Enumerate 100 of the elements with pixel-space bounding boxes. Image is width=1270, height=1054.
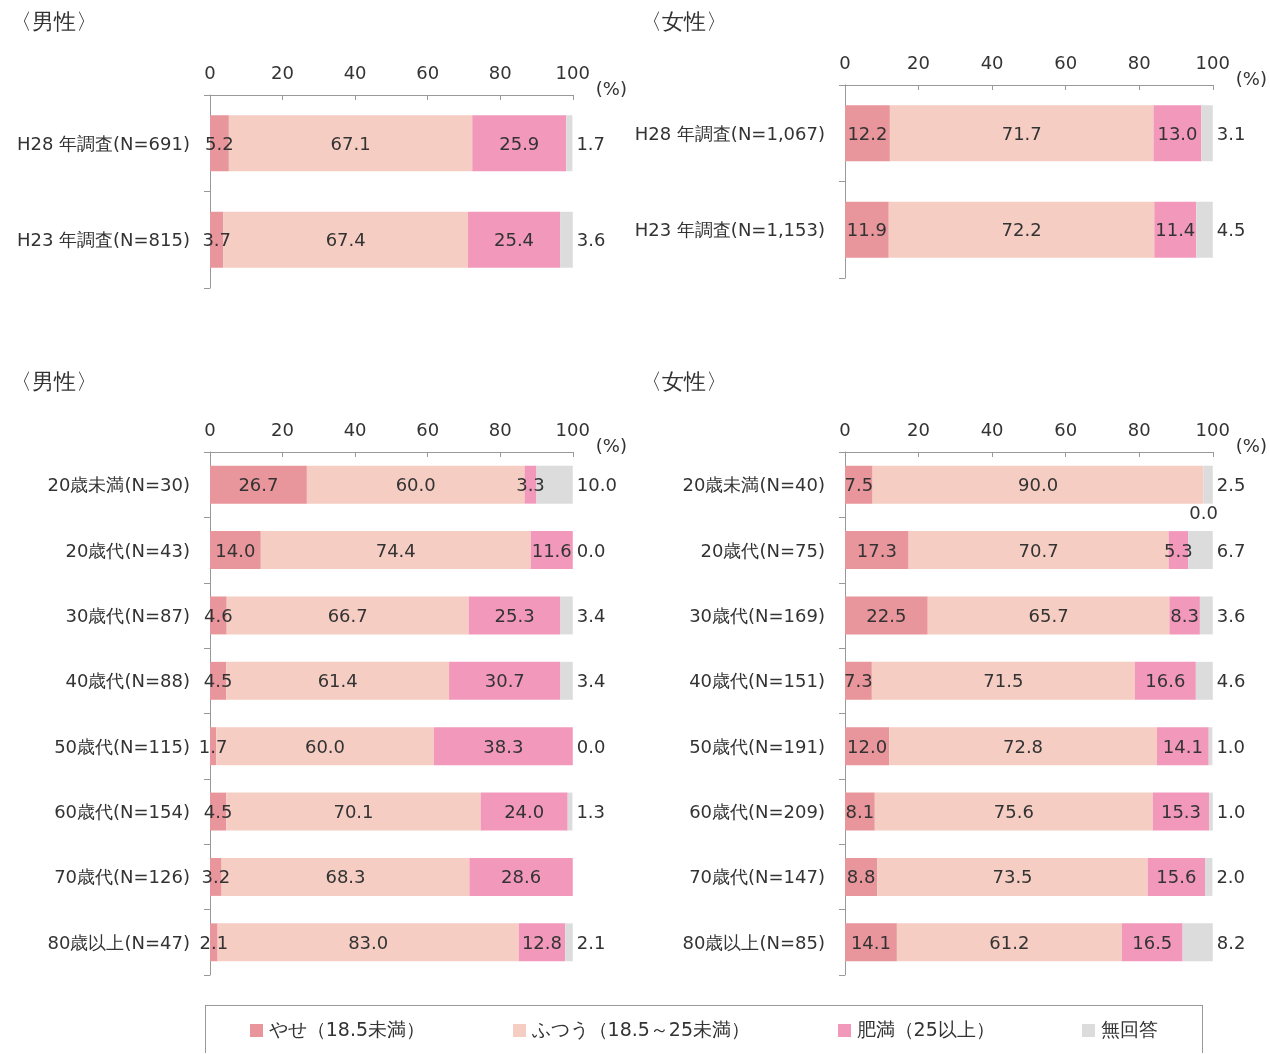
data-label: 1.3 <box>576 801 606 823</box>
bar <box>1203 465 1213 504</box>
y-tick-label: H28 年調査(N=691) <box>16 132 190 154</box>
data-label: 8.8 <box>846 866 876 888</box>
data-label: 3.4 <box>576 670 606 692</box>
data-label: 1.0 <box>1216 735 1246 757</box>
data-label: 28.6 <box>501 866 542 888</box>
data-label: 1.0 <box>1216 801 1246 823</box>
bar <box>1205 857 1213 896</box>
bar <box>467 211 561 268</box>
bar <box>560 211 573 268</box>
y-tick-label: 80歳以上(N=85) <box>682 931 825 953</box>
data-label: 14.1 <box>850 931 891 953</box>
bar <box>1153 105 1202 162</box>
bar <box>1196 201 1213 258</box>
legend-label: 無回答 <box>1100 1016 1159 1042</box>
x-tick-label: 40 <box>980 51 1004 73</box>
x-tick-label: 20 <box>907 418 931 440</box>
data-label: 10.0 <box>576 474 617 496</box>
data-label: 60.0 <box>395 474 436 496</box>
y-tick-label: H23 年調査(N=1,153) <box>634 219 825 241</box>
data-label: 8.2 <box>1216 931 1246 953</box>
data-label: 65.7 <box>1028 604 1069 626</box>
x-tick-label: 40 <box>343 418 367 440</box>
y-tick-label: 20歳未満(N=30) <box>47 474 190 496</box>
x-tick-label: 80 <box>488 418 512 440</box>
bar <box>1201 105 1213 162</box>
x-tick-label: 80 <box>1127 418 1151 440</box>
data-label: 11.6 <box>531 539 572 561</box>
bar <box>469 857 573 896</box>
data-label: 12.2 <box>847 122 888 144</box>
data-label: 3.7 <box>202 229 232 251</box>
bar <box>1152 792 1210 831</box>
bar <box>888 201 1155 258</box>
x-axis-title: (%) <box>1235 434 1268 456</box>
bar <box>845 531 909 570</box>
x-tick-label: 0 <box>204 61 216 83</box>
data-label: 0.0 <box>576 539 606 561</box>
data-label: 0.0 <box>576 735 606 757</box>
data-label: 72.8 <box>1002 735 1044 757</box>
data-label: 83.0 <box>348 931 389 953</box>
bar <box>845 105 890 162</box>
bar <box>845 201 889 258</box>
bar <box>260 531 531 570</box>
bar <box>877 857 1148 896</box>
x-tick-label: 0 <box>839 418 851 440</box>
data-label: 38.3 <box>483 735 524 757</box>
data-label: 90.0 <box>1018 474 1059 496</box>
x-tick-label: 80 <box>1127 51 1151 73</box>
data-label: 2.5 <box>1216 474 1246 496</box>
x-tick-label: 0 <box>204 418 216 440</box>
data-label: 2.1 <box>576 931 606 953</box>
bar <box>566 115 573 172</box>
data-label: 3.2 <box>201 866 231 888</box>
data-label: 12.0 <box>847 735 888 757</box>
bar <box>896 923 1122 962</box>
bar <box>1199 596 1213 635</box>
bar <box>1209 792 1213 831</box>
bar <box>845 923 897 962</box>
bar <box>565 923 573 962</box>
y-tick-label: 70歳代(N=126) <box>54 866 190 888</box>
data-label: 73.5 <box>992 866 1033 888</box>
legend-label: やせ（18.5未満） <box>267 1016 426 1042</box>
data-label: 3.6 <box>1216 604 1246 626</box>
data-label: 3.3 <box>516 474 545 496</box>
bar <box>1121 923 1183 962</box>
legend-label: ふつう（18.5～25未満） <box>530 1016 751 1042</box>
x-axis-title: (%) <box>1235 67 1268 89</box>
chart-title: 〈男性〉 <box>10 368 98 394</box>
y-tick-label: 40歳代(N=151) <box>689 670 825 692</box>
data-label: 0.0 <box>1189 502 1218 524</box>
x-tick-label: 40 <box>980 418 1004 440</box>
data-label: 60.0 <box>304 735 346 757</box>
y-tick-label: 20歳代(N=43) <box>65 539 190 561</box>
bar <box>889 105 1154 162</box>
x-axis-title: (%) <box>595 434 628 456</box>
y-tick-label: 80歳以上(N=47) <box>47 931 190 953</box>
data-label: 4.5 <box>1216 219 1246 241</box>
y-tick-label: 50歳代(N=115) <box>54 735 190 757</box>
data-label: 67.4 <box>325 229 366 251</box>
data-label: 61.4 <box>317 670 358 692</box>
x-tick-label: 100 <box>1195 418 1230 440</box>
bar <box>472 115 567 172</box>
bar <box>845 596 928 635</box>
bar <box>468 596 561 635</box>
data-label: 26.7 <box>238 474 279 496</box>
data-label: 2.1 <box>199 931 229 953</box>
data-label: 68.3 <box>325 866 366 888</box>
bar <box>560 596 573 635</box>
data-label: 3.1 <box>1216 122 1246 144</box>
bar <box>871 661 1135 700</box>
bar <box>480 792 568 831</box>
bar <box>1134 661 1196 700</box>
x-tick-label: 60 <box>1054 418 1078 440</box>
x-tick-label: 80 <box>488 61 512 83</box>
y-tick-label: 60歳代(N=154) <box>54 801 190 823</box>
y-tick-label: 70歳代(N=147) <box>689 866 825 888</box>
data-label: 25.4 <box>493 229 535 251</box>
x-tick-label: 20 <box>907 51 931 73</box>
y-tick-label: 40歳代(N=88) <box>65 670 190 692</box>
